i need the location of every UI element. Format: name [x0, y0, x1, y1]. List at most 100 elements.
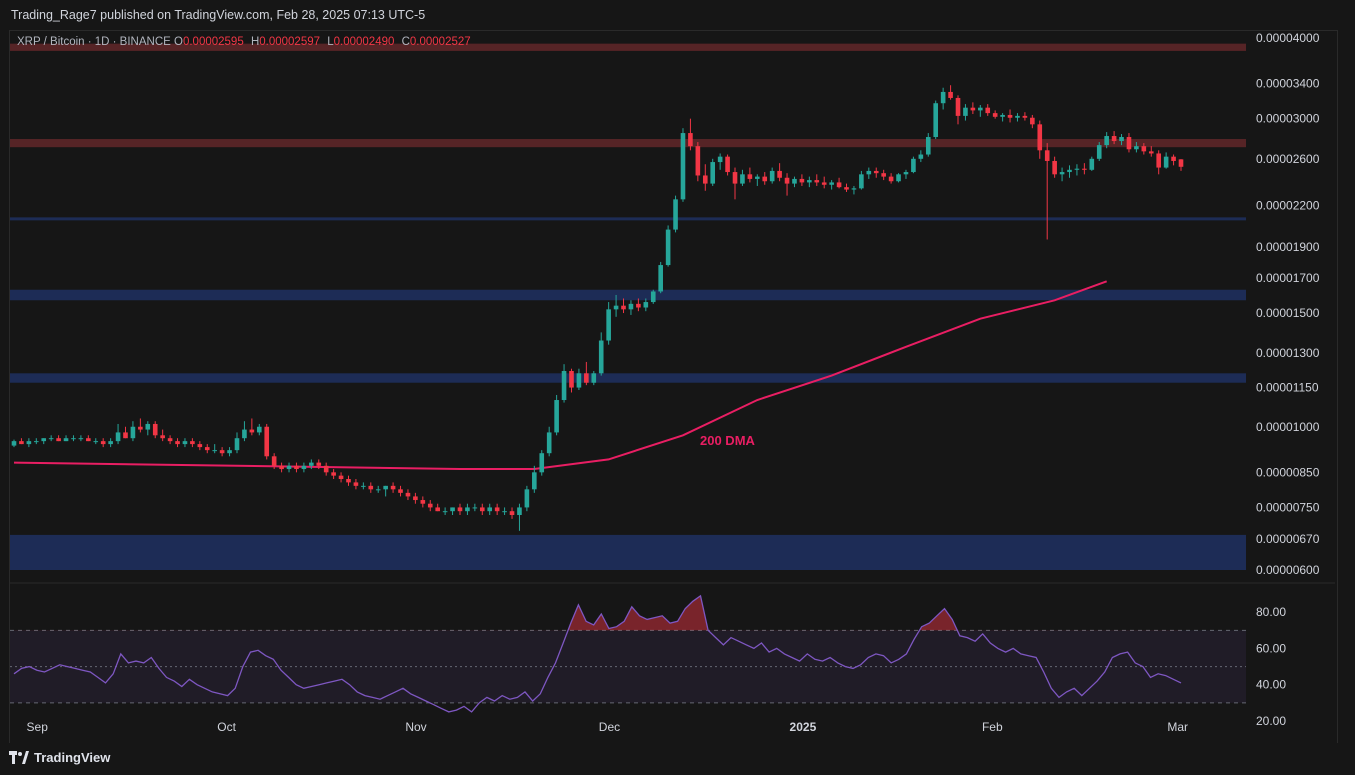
candle-body	[881, 173, 886, 177]
rsi-overbought-fill	[568, 595, 958, 631]
tradingview-logo[interactable]: TradingView	[9, 750, 110, 765]
rsi-tick-label: 80.00	[1256, 605, 1286, 619]
candle-body	[688, 133, 693, 147]
resistance-zone-0	[10, 43, 1246, 51]
close-value: 0.00002527	[409, 36, 471, 48]
candle-55	[420, 496, 426, 508]
candle-body	[762, 176, 768, 182]
candle-body	[799, 178, 805, 183]
candle-94	[710, 158, 716, 186]
candle-75	[569, 368, 574, 393]
candle-45	[346, 475, 351, 486]
candle-17	[138, 418, 143, 433]
candle-body	[695, 146, 701, 176]
candle-body	[978, 107, 983, 111]
candle-body	[896, 174, 901, 182]
price-tick-label: 0.00001500	[1256, 306, 1320, 320]
candle-70	[532, 465, 537, 493]
candle-123	[925, 133, 931, 157]
candle-109	[821, 176, 827, 189]
candle-body	[316, 462, 322, 466]
candle-120	[903, 169, 909, 179]
candle-body	[56, 438, 61, 442]
candle-52	[398, 485, 403, 497]
candle-body	[145, 423, 151, 430]
candle-body	[955, 97, 961, 116]
candle-body	[598, 340, 604, 374]
candle-body	[911, 158, 916, 173]
candle-36	[279, 462, 284, 473]
candle-14	[115, 423, 121, 445]
candle-38	[294, 462, 299, 473]
candle-11	[93, 438, 99, 445]
candle-78	[591, 370, 597, 386]
low-value: 0.00002490	[333, 36, 395, 48]
candle-114	[859, 170, 864, 190]
candle-19	[152, 421, 158, 439]
candle-106	[799, 174, 805, 186]
candle-31	[242, 421, 247, 442]
candle-84	[636, 298, 641, 312]
candle-body	[702, 175, 708, 184]
candle-body	[26, 441, 32, 445]
candle-5	[48, 435, 54, 442]
candle-111	[836, 177, 842, 189]
candle-body	[918, 154, 924, 159]
candle-133	[1000, 113, 1005, 122]
candle-body	[152, 423, 158, 436]
price-tick-label: 0.00003400	[1256, 77, 1320, 91]
candle-8	[71, 435, 76, 442]
candle-92	[695, 142, 701, 182]
candle-63	[479, 503, 485, 516]
candle-93	[702, 164, 708, 191]
candle-body	[264, 426, 270, 457]
candle-136	[1022, 112, 1028, 121]
candle-107	[807, 176, 812, 188]
candle-body	[948, 91, 953, 98]
candle-155	[1163, 152, 1169, 169]
candle-body	[1119, 137, 1124, 142]
candle-87	[658, 261, 663, 294]
candle-body	[227, 450, 232, 454]
candle-body	[487, 507, 493, 512]
candle-body	[888, 176, 894, 182]
candle-body	[1171, 156, 1176, 161]
candle-body	[361, 485, 366, 487]
candle-59	[450, 507, 455, 516]
tradingview-logo-icon	[9, 751, 29, 764]
rsi-tick-label: 40.00	[1256, 678, 1286, 692]
price-tick-label: 0.00002200	[1256, 199, 1320, 213]
candle-86	[650, 289, 656, 304]
support-zone-5	[10, 534, 1246, 570]
candle-body	[1044, 150, 1050, 161]
candle-body	[621, 305, 626, 310]
candle-135	[1015, 113, 1020, 122]
candle-49	[375, 485, 381, 493]
candle-body	[717, 156, 723, 163]
candle-71	[539, 450, 545, 476]
price-tick-label: 0.00002600	[1256, 152, 1320, 166]
candle-102	[769, 167, 775, 184]
candle-body	[1030, 117, 1035, 125]
candle-79	[598, 332, 604, 376]
candle-body	[524, 489, 530, 508]
chart-frame[interactable]	[9, 30, 1338, 745]
candle-81	[613, 294, 619, 317]
candle-body	[725, 156, 730, 173]
candle-body	[821, 182, 827, 185]
candle-41	[316, 459, 322, 470]
candle-4	[41, 438, 47, 445]
x-tick-label: 2025	[790, 720, 817, 734]
candle-body	[1052, 160, 1057, 175]
candle-0	[11, 439, 17, 448]
candle-body	[859, 174, 864, 189]
candle-146	[1096, 142, 1102, 161]
candle-body	[123, 432, 128, 439]
candle-body	[130, 426, 136, 439]
candle-80	[606, 302, 611, 345]
candle-140	[1052, 156, 1057, 178]
candle-body	[41, 438, 47, 442]
footer-bar	[0, 743, 1355, 775]
symbol-legend: XRP / Bitcoin · 1D · BINANCE O0.00002595…	[17, 36, 475, 48]
